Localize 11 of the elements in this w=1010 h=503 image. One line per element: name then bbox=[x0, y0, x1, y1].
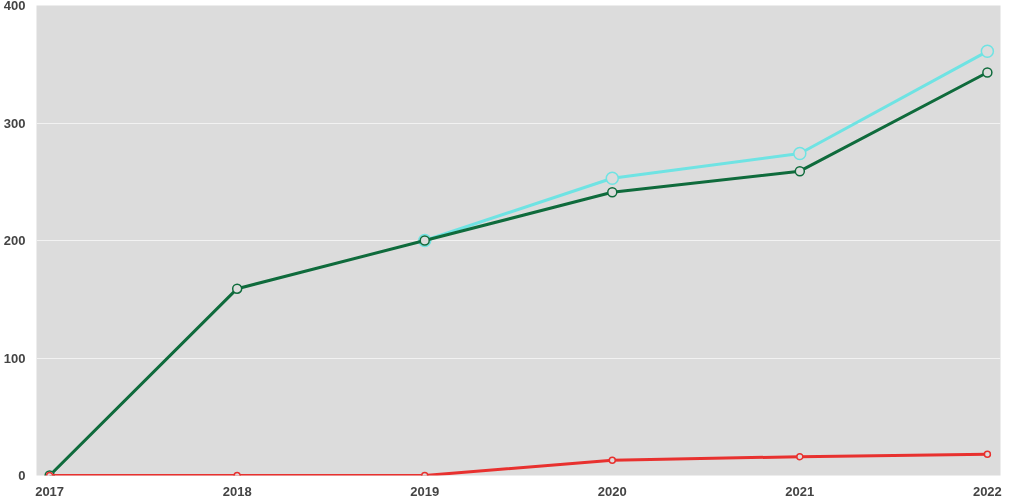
y-tick-label: 0 bbox=[18, 468, 26, 483]
x-tick-label: 2021 bbox=[785, 483, 815, 499]
y-tick-label: 400 bbox=[3, 0, 26, 13]
x-tick-label: 2020 bbox=[597, 483, 627, 499]
x-tick-label: 2019 bbox=[410, 483, 440, 499]
x-tick-label: 2018 bbox=[222, 483, 252, 499]
y-tick-label: 300 bbox=[3, 115, 26, 131]
y-tick-label: 200 bbox=[3, 233, 26, 248]
x-tick-label: 2022 bbox=[972, 483, 1002, 499]
x-tick-label: 2017 bbox=[35, 483, 65, 499]
y-tick-label: 100 bbox=[3, 350, 26, 366]
